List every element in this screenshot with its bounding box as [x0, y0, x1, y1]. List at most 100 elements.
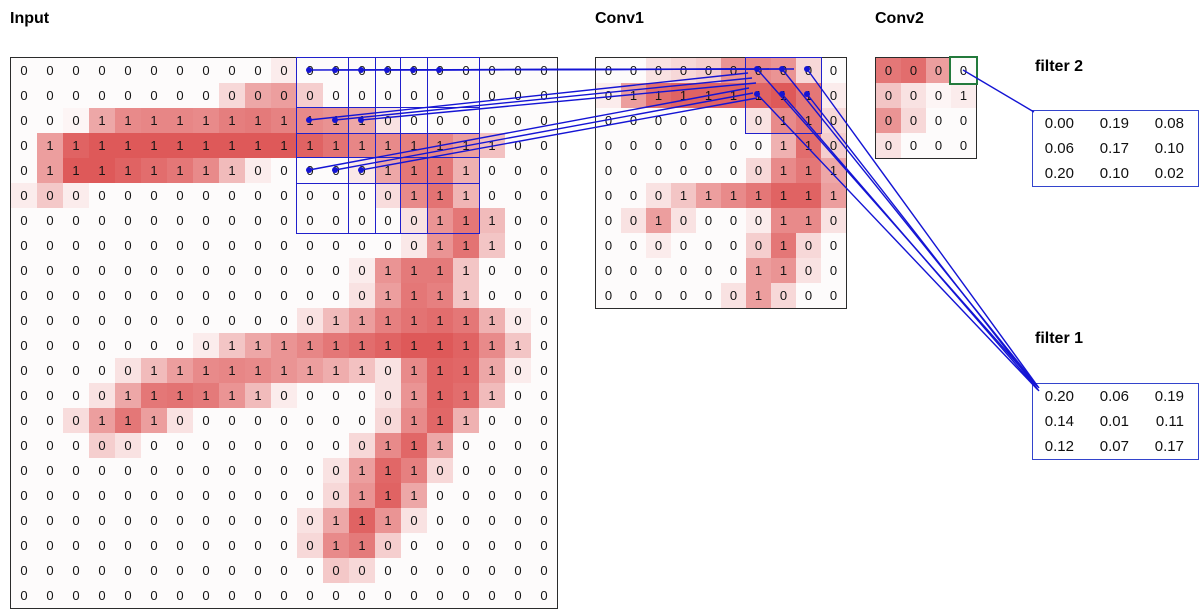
- grid-cell: 0: [46, 538, 54, 553]
- grid-cell: 1: [167, 133, 193, 158]
- grid-cell: 0: [20, 288, 28, 303]
- grid-cell: 0: [176, 588, 184, 603]
- grid-cell: 1: [427, 283, 453, 308]
- grid-cell: 1: [453, 333, 479, 358]
- grid-cell: 1: [427, 433, 453, 458]
- grid-cell: 1: [245, 383, 271, 408]
- grid-cell: 1: [37, 133, 63, 158]
- grid-cell: 0: [124, 563, 132, 578]
- grid-cell: 1: [646, 83, 671, 108]
- grid-cell: 1: [115, 108, 141, 133]
- grid-cell: 0: [323, 483, 349, 508]
- grid-cell: 1: [167, 358, 193, 383]
- grid-cell: 0: [306, 63, 314, 78]
- grid-cell: 0: [771, 58, 796, 83]
- grid-cell: 0: [358, 413, 366, 428]
- grid-cell: 0: [254, 563, 262, 578]
- grid-cell: 0: [349, 558, 375, 583]
- grid-cell: 0: [926, 58, 951, 83]
- grid-cell: 0: [254, 413, 262, 428]
- grid-cell: 0: [462, 113, 470, 128]
- grid-cell: 0: [124, 88, 132, 103]
- grid-cell: 0: [746, 233, 771, 258]
- grid-cell: 0: [514, 563, 522, 578]
- grid-cell: 0: [540, 538, 548, 553]
- grid-cell: 0: [671, 58, 696, 83]
- grid-cell: 0: [280, 588, 288, 603]
- grid-cell: 0: [462, 438, 470, 453]
- grid-cell: 0: [514, 388, 522, 403]
- grid-cell: 1: [375, 333, 401, 358]
- grid-cell: 0: [679, 288, 688, 303]
- grid-cell: 1: [796, 108, 821, 133]
- grid-cell: 0: [228, 313, 236, 328]
- grid-cell: 0: [98, 63, 106, 78]
- grid-cell: 1: [141, 133, 167, 158]
- grid-cell: 0: [349, 158, 375, 183]
- grid-cell: 0: [375, 533, 401, 558]
- grid-cell: 0: [115, 433, 141, 458]
- grid-cell: 0: [410, 63, 418, 78]
- grid-cell: 0: [98, 263, 106, 278]
- grid-cell: 0: [228, 563, 236, 578]
- grid-cell: 0: [46, 263, 54, 278]
- grid-cell: 0: [646, 233, 671, 258]
- grid-cell: 0: [202, 438, 210, 453]
- grid-cell: 0: [228, 288, 236, 303]
- grid-cell: 0: [63, 183, 89, 208]
- grid-cell: 0: [540, 413, 548, 428]
- grid-cell: 0: [704, 263, 713, 278]
- grid-cell: 1: [671, 183, 696, 208]
- grid-cell: 1: [401, 283, 427, 308]
- grid-cell: 0: [280, 463, 288, 478]
- filter-weight-value: 0.12: [1044, 438, 1074, 455]
- grid-cell: 1: [453, 233, 479, 258]
- grid-cell: 0: [150, 263, 158, 278]
- grid-cell: 0: [540, 163, 548, 178]
- grid-cell: 0: [704, 113, 713, 128]
- grid-cell: 1: [115, 133, 141, 158]
- grid-cell: 0: [358, 88, 366, 103]
- grid-cell: 0: [901, 108, 926, 133]
- grid-cell: 0: [124, 463, 132, 478]
- grid-cell: 1: [323, 108, 349, 133]
- grid-cell: 1: [323, 333, 349, 358]
- grid-cell: 0: [488, 538, 496, 553]
- grid-cell: 0: [46, 313, 54, 328]
- grid-cell: 1: [427, 183, 453, 208]
- grid-cell: 0: [462, 563, 470, 578]
- grid-cell: 0: [124, 63, 132, 78]
- grid-cell: 0: [462, 63, 470, 78]
- grid-cell: 0: [462, 88, 470, 103]
- grid-cell: 0: [821, 133, 846, 158]
- grid-cell: 0: [604, 163, 613, 178]
- grid-cell: 0: [934, 138, 943, 153]
- grid-cell: 0: [46, 213, 54, 228]
- grid-cell: 1: [349, 133, 375, 158]
- grid-cell: 0: [72, 588, 80, 603]
- grid-cell: 0: [72, 338, 80, 353]
- grid-cell: 1: [771, 208, 796, 233]
- filter-weight-value: 0.08: [1154, 115, 1184, 132]
- grid-cell: 0: [98, 588, 106, 603]
- grid-cell: 0: [629, 138, 638, 153]
- grid-cell: 0: [46, 438, 54, 453]
- grid-cell: 0: [540, 388, 548, 403]
- grid-cell: 1: [375, 258, 401, 283]
- grid-cell: 1: [401, 308, 427, 333]
- grid-cell: 0: [488, 88, 496, 103]
- grid-cell: 1: [375, 283, 401, 308]
- grid-cell: 1: [401, 358, 427, 383]
- conv2-selected-cell-box[interactable]: [949, 56, 978, 85]
- grid-cell: 0: [20, 163, 28, 178]
- grid-cell: 1: [219, 358, 245, 383]
- grid-cell: 0: [46, 588, 54, 603]
- grid-cell: 1: [193, 158, 219, 183]
- grid-cell: 1: [427, 158, 453, 183]
- grid-cell: 0: [829, 263, 838, 278]
- grid-cell: 0: [280, 563, 288, 578]
- grid-cell: 0: [228, 188, 236, 203]
- grid-cell: 1: [245, 333, 271, 358]
- grid-cell: 0: [909, 138, 918, 153]
